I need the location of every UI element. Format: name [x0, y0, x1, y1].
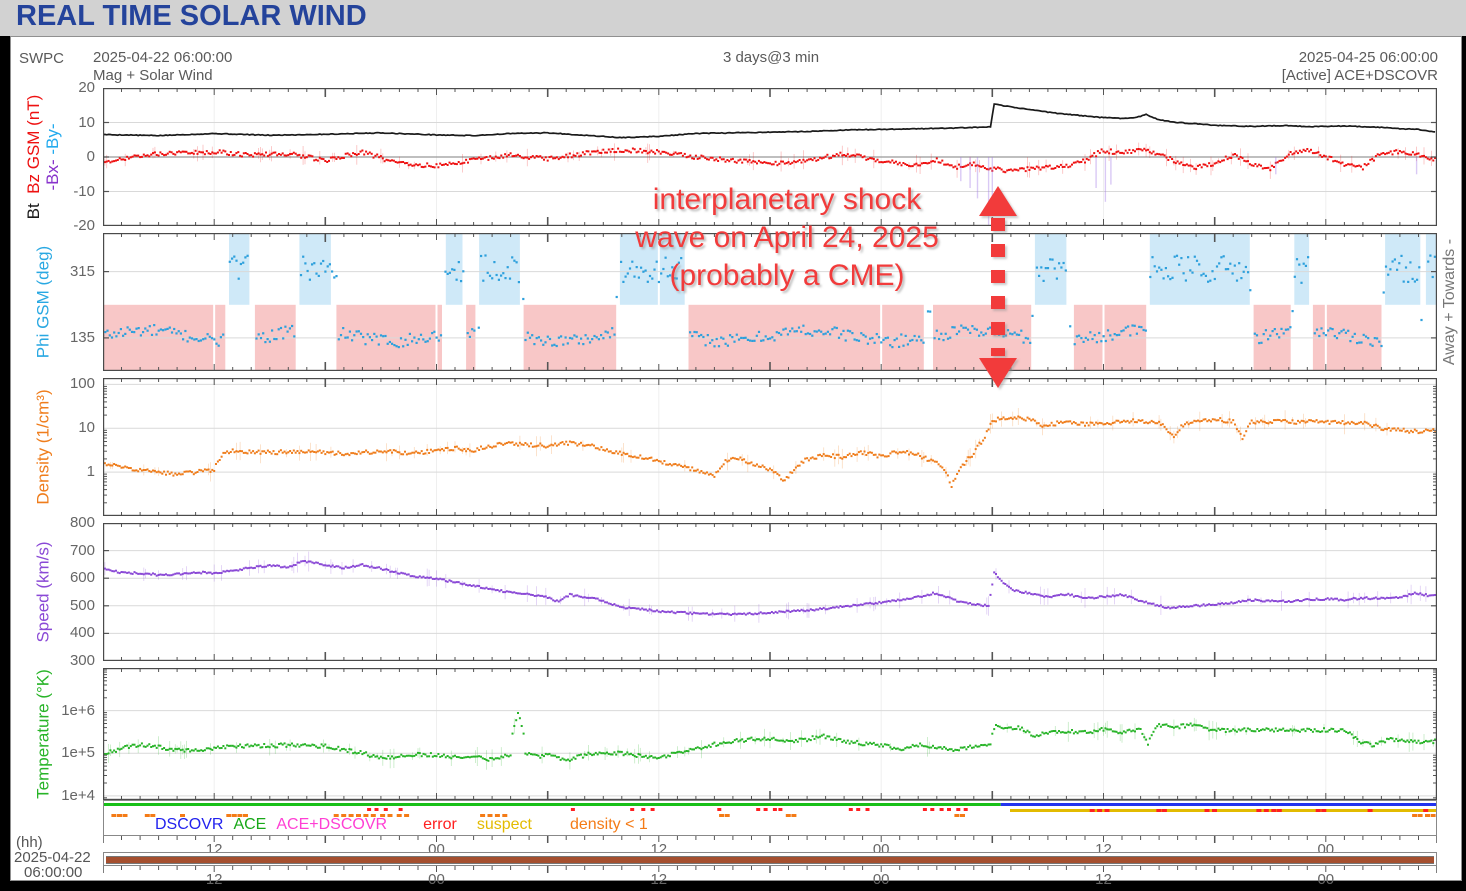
legend-item-ace: ACE	[233, 816, 266, 834]
phi-axis-title: Phi GSM (deg)	[34, 246, 53, 358]
legend-item-suspect: suspect	[477, 816, 532, 834]
legend-item-density-1: density < 1	[570, 816, 648, 834]
active-source-label: [Active] ACE+DSCOVR	[104, 67, 1438, 84]
legend: DSCOVR ACE ACE+DSCOVR error suspect density <…	[103, 816, 648, 834]
speed-ytick-label: 300	[0, 652, 95, 669]
legend-item-dscovr: DSCOVR	[155, 816, 223, 834]
legend-item-ace-dscovr: ACE+DSCOVR	[276, 816, 387, 834]
mag-ytick-label: 20	[0, 79, 95, 96]
temperature-panel	[103, 668, 1437, 800]
temperature-axis-title: Temperature (°K)	[34, 669, 53, 799]
speed-plot	[103, 523, 1437, 661]
title-bar: REAL TIME SOLAR WIND	[0, 0, 1466, 36]
speed-axis-title: Speed (km/s)	[34, 541, 53, 642]
annotation-line-3: (probably a CME)	[669, 259, 904, 292]
source-label: SWPC	[19, 50, 64, 67]
annotation-line-2: wave on April 24, 2025	[635, 221, 939, 254]
end-datetime: 2025-04-25 06:00:00	[104, 49, 1438, 66]
density-panel	[103, 378, 1437, 516]
phi-right-axis-label: Away + Towards -	[1441, 239, 1459, 365]
mag-axis-title: Bt Bz GSM (nT)-Bx- -By-	[24, 95, 62, 220]
arrow-down-head	[979, 358, 1017, 388]
speed-panel	[103, 523, 1437, 661]
shock-annotation: interplanetary shock wave on April 24, 2…	[562, 181, 1012, 295]
mag-ytick-label: -20	[0, 217, 95, 234]
availability-bar	[106, 856, 1434, 864]
speed-ytick-label: 800	[0, 514, 95, 531]
legend-item-error: error	[423, 816, 457, 834]
page-title: REAL TIME SOLAR WIND	[16, 0, 367, 33]
annotation-line-1: interplanetary shock	[653, 183, 921, 216]
density-axis-title: Density (1/cm³)	[34, 389, 53, 504]
temperature-plot	[103, 668, 1437, 800]
availability-bar-box	[103, 852, 1437, 866]
bottom-start-time: 06:00:00	[24, 864, 82, 881]
density-plot	[103, 378, 1437, 516]
